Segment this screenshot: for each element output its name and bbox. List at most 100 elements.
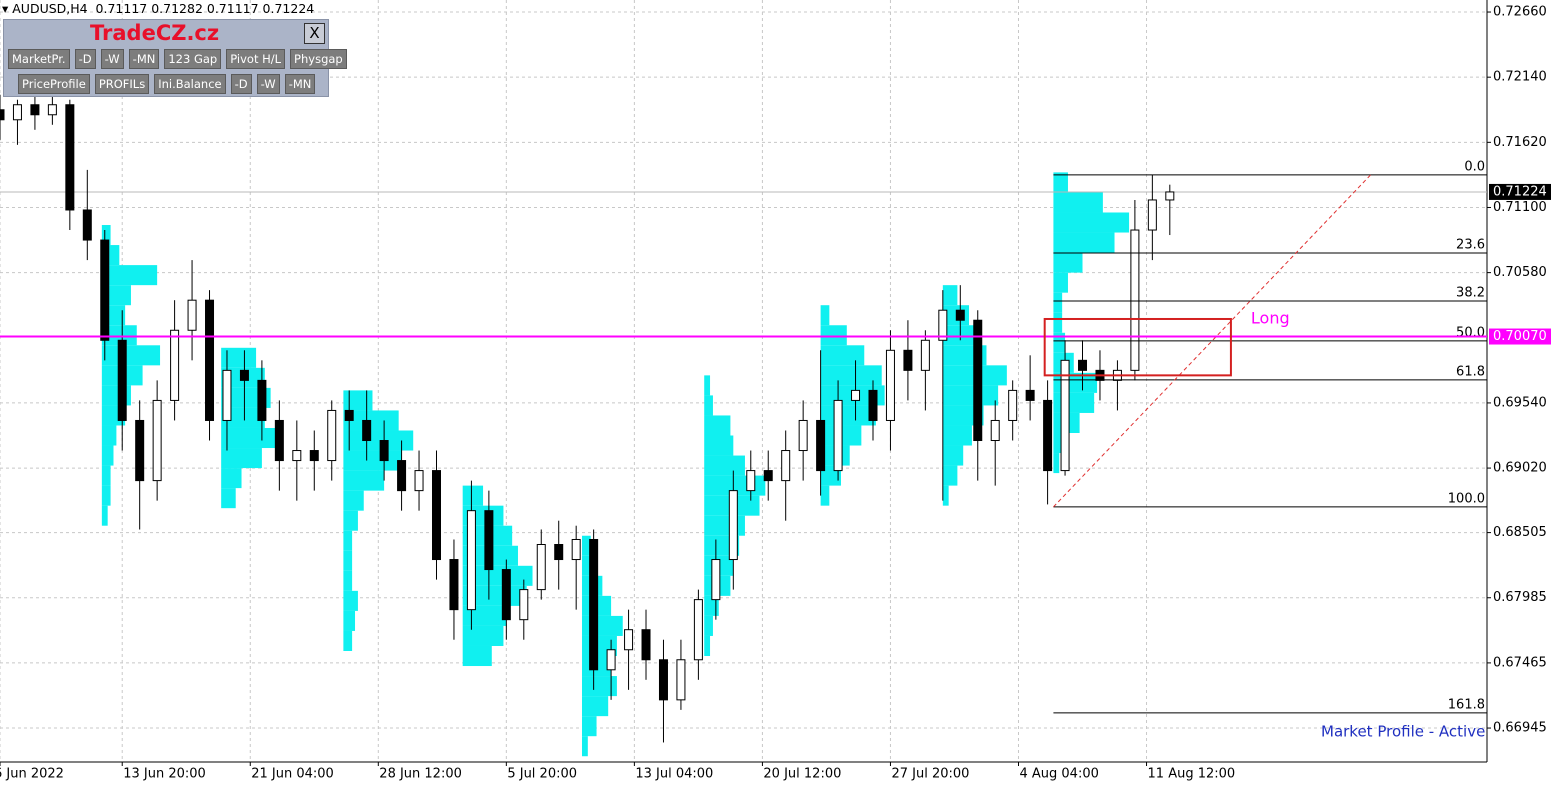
x-tick-label: 20 Jul 12:00 [763,767,841,782]
profile-bar [581,696,609,717]
panel-button[interactable]: 123 Gap [164,49,222,69]
tool-panel: TradeCZ.cz X MarketPr. -D -W -MN 123 Gap Pivo… [3,19,347,97]
candle-body [0,109,5,121]
candle-body [955,309,965,321]
candle-body [990,419,1000,442]
candle-body [187,299,197,331]
candle-body [728,490,738,561]
panel-button[interactable]: Pivot H/L [226,49,286,69]
profile-bar [704,455,745,476]
profile-bar [462,485,484,506]
profile-bar [1053,432,1063,454]
profile-bar [820,485,830,506]
fib-label: 38.2 [1456,285,1485,300]
profile-bar [942,465,958,486]
candle-body [536,544,546,591]
panel-title[interactable]: TradeCZ.cz [90,21,220,45]
candle-body [30,104,40,116]
profile-bar [343,530,353,551]
y-tick-label: 0.66945 [1493,721,1547,736]
profile-bar [1053,292,1063,313]
profile-bar [221,407,265,428]
candle-body [851,389,861,401]
candle-body [868,389,878,421]
candle-body [327,409,337,462]
panel-button[interactable]: -MN [128,49,160,69]
candle-body [135,419,145,482]
zone-label: Long [1251,308,1290,327]
profile-bar [581,535,591,556]
candle-body [501,569,511,621]
profile-bar [343,450,402,471]
profile-bar [221,427,283,449]
profile-bar [343,510,358,531]
candle-body [693,599,703,661]
candle-body [676,659,686,701]
profile-bar [343,590,358,611]
panel-button[interactable]: MarketPr. [8,49,70,69]
candle-body [1060,359,1070,472]
candle-body [1008,389,1018,421]
profile-bar [942,385,999,406]
profile-bar [581,676,617,697]
profile-bar [1053,392,1095,413]
panel-button[interactable]: -D [230,74,252,94]
trade-zone [1043,317,1232,377]
panel-button[interactable]: -MN [284,74,316,94]
candle-body [309,450,319,462]
panel-button[interactable]: Ini.Balance [154,74,226,94]
status-text: Market Profile - Active [1321,723,1485,741]
candle-body [1078,359,1088,371]
x-tick-label: 28 Jun 12:00 [379,767,462,782]
fib-label: 0.0 [1464,159,1485,174]
panel-button[interactable]: PROFILs [94,74,150,94]
profile-bar [1053,252,1083,273]
candle-body [1147,199,1157,231]
profile-bar [462,645,492,667]
profile-bar [581,736,588,757]
panel-button[interactable]: -W [100,49,124,69]
candle-body [47,104,57,116]
candle-body [100,239,110,341]
panel-button[interactable]: Physgap [290,49,347,69]
menu-arrow[interactable]: ▾ [2,1,13,16]
profile-bar [820,345,865,366]
y-tick-label: 0.72140 [1493,70,1547,85]
profile-bar [704,635,711,657]
y-tick-label: 0.68505 [1493,525,1547,540]
fib-label: 23.6 [1456,237,1485,252]
profile-bar [942,485,949,506]
profile-bar [101,505,108,526]
profile-bar [101,445,114,466]
profile-bar [704,415,731,436]
profile-bar [101,325,137,346]
profile-bar [462,565,533,586]
candle-body [554,544,564,561]
candle-body [589,538,599,671]
candle-body [362,419,372,442]
panel-button[interactable]: PriceProfile [18,74,90,94]
y-tick-label: 0.69020 [1493,461,1547,476]
fib-label: 100.0 [1448,491,1485,506]
profile-bar [1053,232,1115,253]
y-tick-label: 0.72660 [1493,5,1547,20]
candle-body [379,440,389,462]
profile-bar [343,550,353,571]
profile-bar [462,605,507,626]
panel-button[interactable]: -D [74,49,96,69]
profile-bar [343,630,353,651]
price-box [1489,328,1551,345]
candle-body [711,559,721,601]
candle-body [257,379,267,421]
candle-body [519,589,529,621]
candle-body [571,538,581,561]
candle-body [833,399,843,472]
profile-bar [1053,212,1130,233]
profile-bar [1053,272,1068,293]
panel-button[interactable]: -W [256,74,280,94]
close-button[interactable]: X [304,23,325,44]
candle-body [973,319,983,442]
profile-bar [820,305,830,326]
candle-body [117,339,127,421]
